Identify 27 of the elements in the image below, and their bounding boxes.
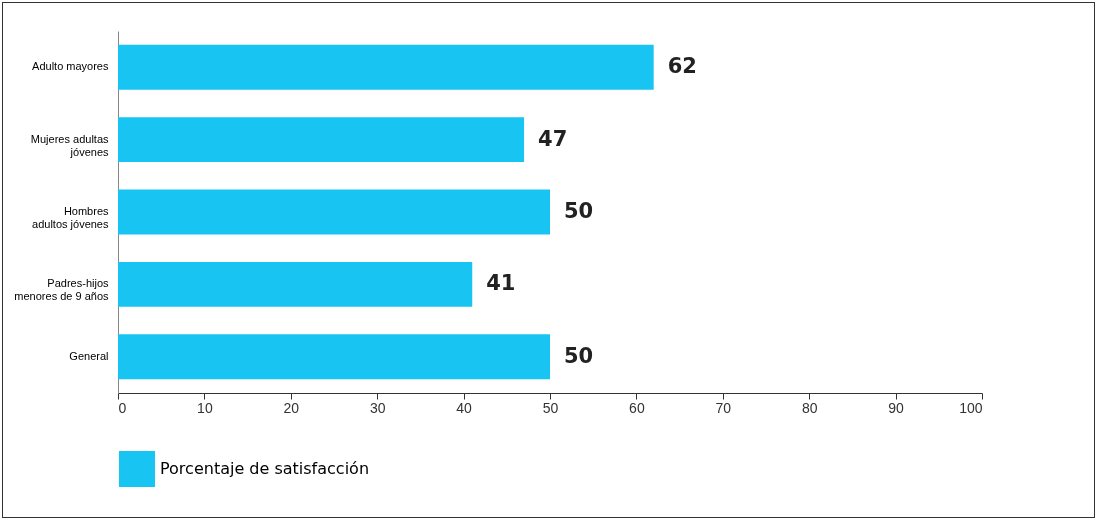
x-tick-label: 0 (118, 399, 127, 416)
bar (118, 334, 550, 380)
legend-label: Porcentaje de satisfacción (160, 459, 370, 478)
x-tick-label: 60 (629, 399, 645, 416)
bar (118, 261, 473, 307)
x-tick-label: 80 (801, 399, 818, 416)
x-tick-label: 90 (888, 399, 905, 416)
x-tick-label: 50 (542, 399, 559, 416)
data-label: 47 (538, 126, 568, 151)
bar (118, 189, 550, 235)
x-tick-label: 70 (715, 399, 732, 416)
y-tick-label: Adulto mayores (32, 60, 109, 73)
data-label: 41 (486, 271, 516, 296)
x-tick-label: 10 (197, 399, 213, 416)
x-tick-label: 40 (456, 399, 473, 416)
x-tick-label: 100 (959, 399, 983, 416)
y-tick-label: Padres-hijos menores de 9 años (14, 277, 109, 303)
y-tick-label: Hombres adultos jóvenes (32, 205, 109, 230)
data-label: 50 (564, 343, 594, 368)
bar (118, 117, 525, 163)
data-label: 62 (667, 54, 697, 79)
bar (118, 44, 654, 90)
data-label: 50 (564, 199, 594, 223)
y-tick-label: General (69, 349, 109, 362)
x-tick-label: 20 (283, 399, 300, 416)
y-tick-label: Mujeres adultas jóvenes (30, 132, 109, 158)
x-tick-label: 30 (369, 399, 386, 416)
